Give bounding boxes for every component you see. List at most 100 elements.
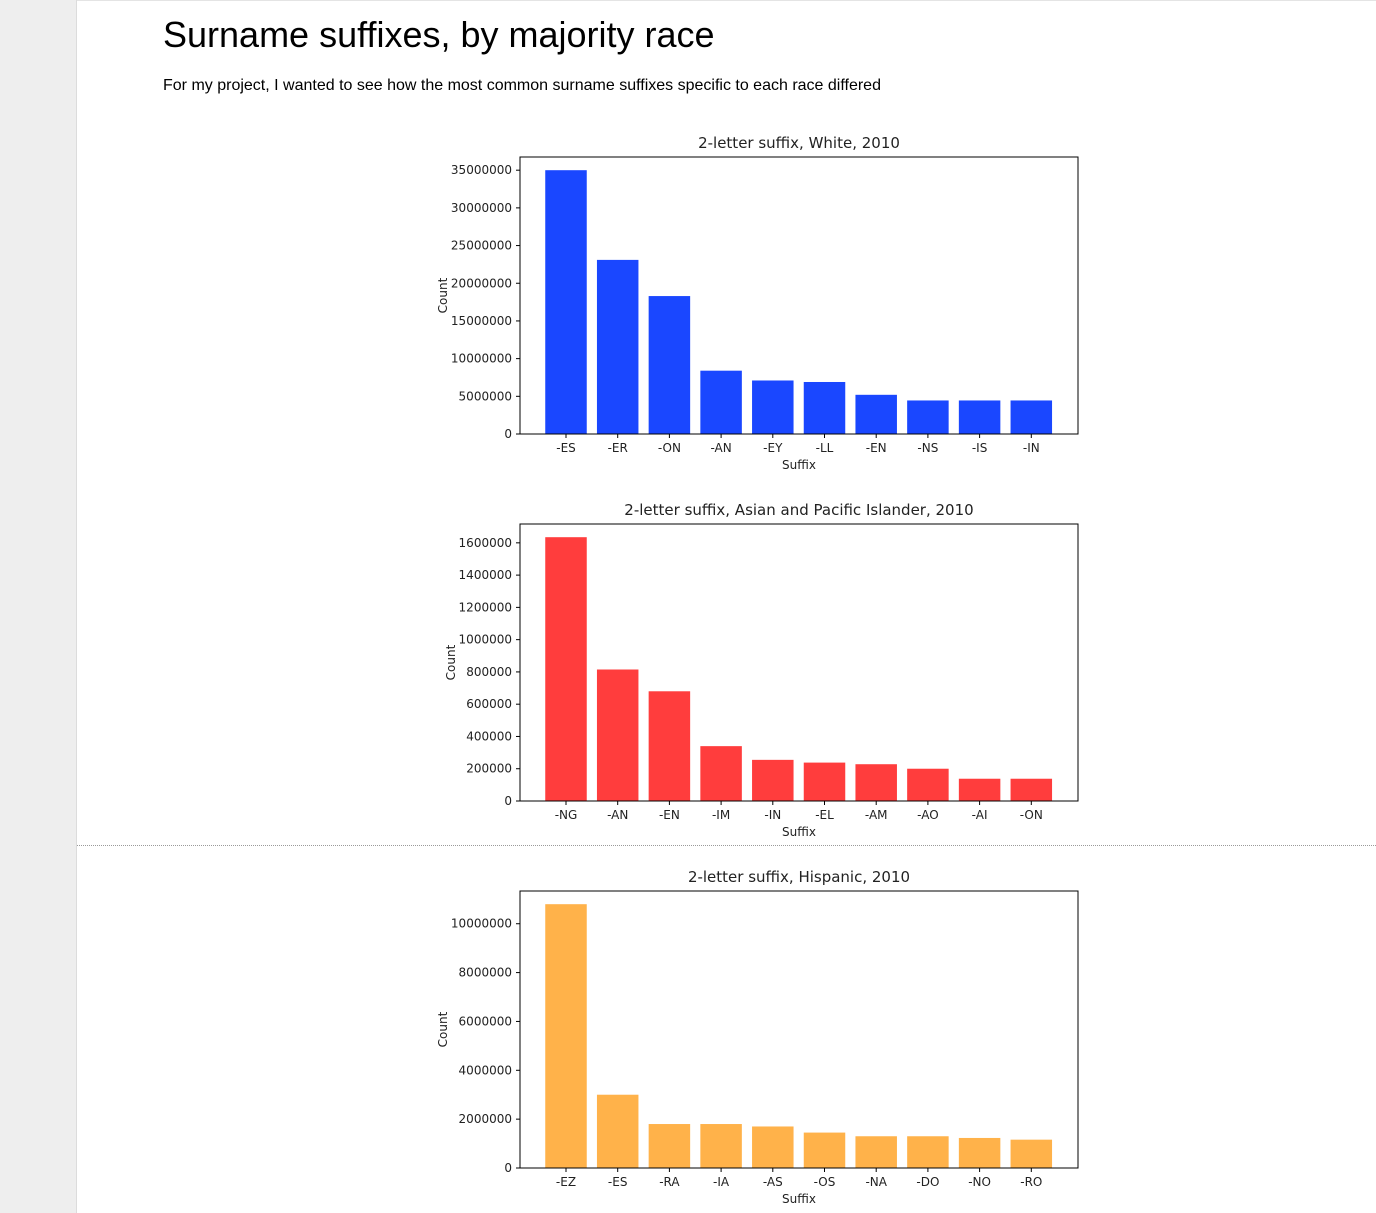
x-axis-label: Suffix [782, 825, 816, 839]
page-break-divider [77, 845, 1376, 846]
bar-ez [545, 904, 587, 1168]
page-title: Surname suffixes, by majority race [163, 14, 715, 55]
x-tick-label: -AN [710, 441, 731, 455]
chart-title: 2-letter suffix, White, 2010 [698, 134, 900, 152]
chart-white: 2-letter suffix, White, 2010 0 5000000 1000… [436, 134, 1079, 472]
bar-ia [700, 1124, 742, 1168]
bar-ao [907, 768, 949, 801]
y-axis-label: Count [436, 277, 450, 313]
x-tick-label: -ES [556, 441, 576, 455]
bar-es [545, 170, 587, 434]
top-border [77, 0, 1376, 1]
y-tick-label: 800000 [466, 665, 512, 679]
intro-paragraph: For my project, I wanted to see how the … [163, 77, 881, 94]
y-tick-label: 10000000 [451, 917, 512, 931]
bar-ai [958, 778, 1001, 801]
y-tick-label: 0 [504, 794, 512, 808]
x-tick-label: -EN [866, 441, 887, 455]
y-tick-label: 1000000 [459, 633, 512, 647]
x-tick-label: -OS [814, 1175, 836, 1189]
bar-is [958, 400, 1001, 434]
x-tick-label: -ER [608, 441, 628, 455]
plot-frame [519, 523, 1079, 802]
x-tick-label: -IM [712, 808, 730, 822]
y-axis-label: Count [444, 644, 458, 680]
y-tick-label: 5000000 [459, 389, 512, 403]
y-tick-label: 1200000 [459, 600, 512, 614]
bar-ro [1010, 1139, 1053, 1168]
bar-do [907, 1136, 949, 1168]
bar-ra [648, 1124, 691, 1168]
bar-er [596, 259, 639, 434]
x-tick-label: -LL [816, 441, 834, 455]
x-tick-label: -EL [815, 808, 834, 822]
y-tick-label: 20000000 [451, 276, 512, 290]
x-tick-label: -IS [972, 441, 988, 455]
x-tick-label: -EY [763, 441, 783, 455]
x-tick-label: -AO [917, 808, 939, 822]
bar-os [803, 1132, 846, 1168]
y-axis-label: Count [436, 1011, 450, 1047]
bar-ng [545, 537, 587, 801]
bar-im [700, 746, 742, 801]
y-tick-label: 4000000 [459, 1063, 512, 1077]
x-tick-label: -AI [972, 808, 988, 822]
y-tick-label: 1400000 [459, 568, 512, 582]
y-tick-label: 35000000 [451, 163, 512, 177]
y-tick-label: 400000 [466, 729, 512, 743]
x-tick-label: -NG [555, 808, 578, 822]
x-tick-label: -AS [763, 1175, 783, 1189]
bar-on [1010, 778, 1053, 801]
x-tick-label: -NO [968, 1175, 991, 1189]
bar-el [803, 762, 846, 801]
bar-ll [803, 381, 846, 434]
x-tick-label: -EZ [556, 1175, 576, 1189]
plot-frame [519, 890, 1079, 1169]
y-tick-label: 6000000 [459, 1014, 512, 1028]
x-tick-label: -AN [607, 808, 628, 822]
x-tick-label: -EN [659, 808, 680, 822]
chart-hispanic: 2-letter suffix, Hispanic, 2010 0 2000000 4… [436, 868, 1079, 1206]
plot-frame [519, 156, 1079, 435]
chart-title: 2-letter suffix, Hispanic, 2010 [688, 868, 910, 886]
x-tick-label: -IN [1023, 441, 1040, 455]
x-axis-label: Suffix [782, 458, 816, 472]
x-tick-label: -RA [659, 1175, 680, 1189]
bar-on [648, 296, 691, 434]
y-tick-label: 15000000 [451, 314, 512, 328]
bar-am [855, 764, 897, 801]
page-margin-gutter [0, 0, 77, 1213]
x-tick-label: -RO [1020, 1175, 1042, 1189]
bar-in [1010, 400, 1053, 434]
x-axis-label: Suffix [782, 1192, 816, 1206]
x-tick-label: -IA [713, 1175, 730, 1189]
bar-es [596, 1094, 639, 1168]
bar-en [855, 394, 897, 434]
x-tick-label: -NS [917, 441, 938, 455]
x-tick-label: -IN [764, 808, 781, 822]
bar-ey [752, 380, 794, 434]
bar-as [752, 1126, 794, 1168]
x-tick-label: -DO [916, 1175, 939, 1189]
bar-an [700, 370, 742, 434]
x-tick-label: -AM [865, 808, 888, 822]
y-tick-label: 600000 [466, 697, 512, 711]
y-tick-label: 1600000 [459, 536, 512, 550]
bar-no [958, 1137, 1001, 1168]
bar-in [752, 759, 794, 801]
x-tick-label: -ES [608, 1175, 628, 1189]
bar-ns [907, 400, 949, 434]
x-tick-label: -ON [658, 441, 681, 455]
bar-en [648, 691, 691, 801]
y-tick-label: 2000000 [459, 1112, 512, 1126]
chart-asian-pacific-islander: 2-letter suffix, Asian and Pacific Islan… [444, 501, 1079, 839]
x-tick-label: -NA [865, 1175, 887, 1189]
chart-title: 2-letter suffix, Asian and Pacific Islan… [624, 501, 973, 519]
y-tick-label: 0 [504, 427, 512, 441]
y-tick-label: 25000000 [451, 239, 512, 253]
y-tick-label: 8000000 [459, 966, 512, 980]
y-tick-label: 10000000 [451, 352, 512, 366]
y-tick-label: 0 [504, 1161, 512, 1175]
y-tick-label: 200000 [466, 762, 512, 776]
y-tick-label: 30000000 [451, 201, 512, 215]
